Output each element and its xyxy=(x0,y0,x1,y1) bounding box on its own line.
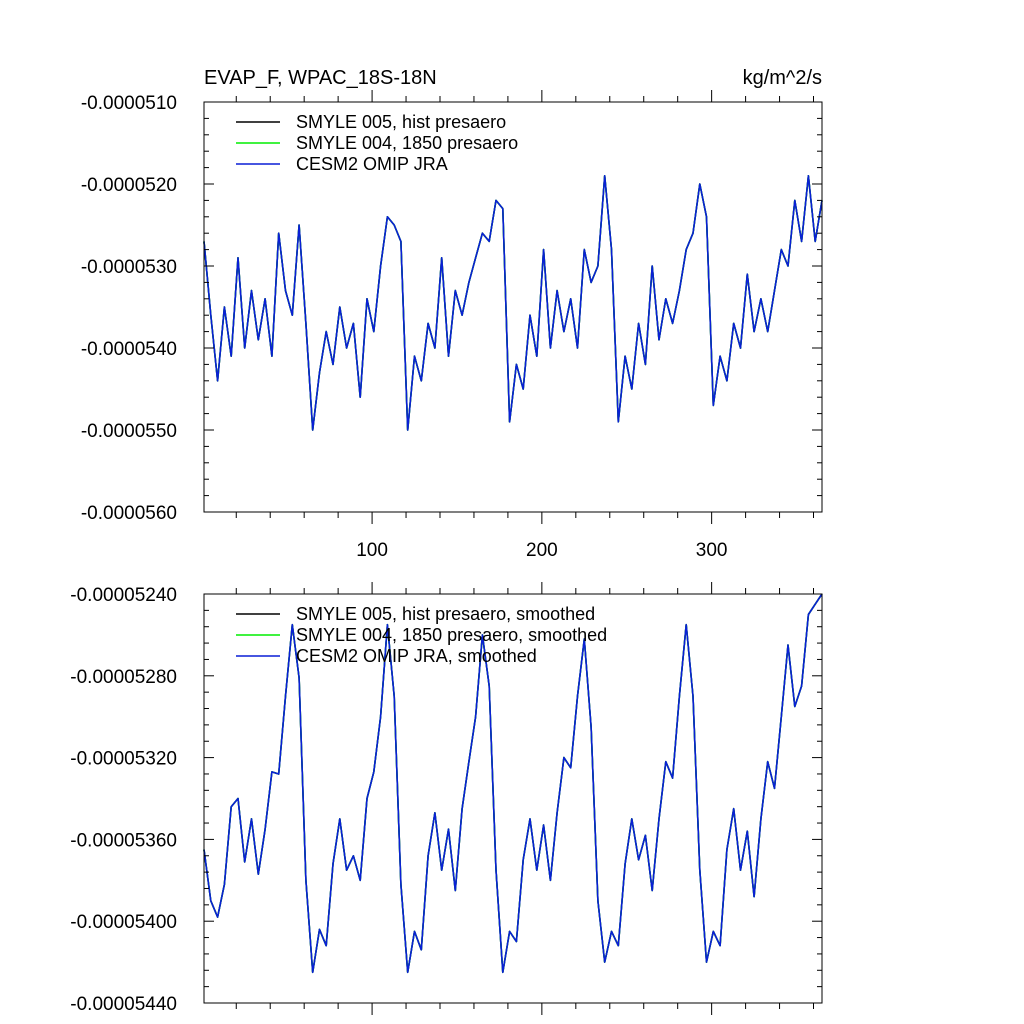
evap-raw-chart: -0.0000510 -0.0000520 -0.0000530 -0.0000540… xyxy=(81,90,823,561)
y-tick-label: -0.00005280 xyxy=(70,667,177,688)
x-tick-label: 300 xyxy=(696,540,728,561)
legend-label: CESM2 OMIP JRA xyxy=(296,154,448,174)
y-tick-label: -0.0000510 xyxy=(81,93,177,114)
legend-label: CESM2 OMIP JRA, smoothed xyxy=(296,646,537,666)
legend-label: SMYLE 005, hist presaero, smoothed xyxy=(296,604,595,624)
series-line-3 xyxy=(203,175,823,431)
evap-smoothed-chart: -0.00005240 -0.00005280 -0.00005320 -0.0000… xyxy=(70,582,823,1015)
legend-label: SMYLE 004, 1850 presaero, smoothed xyxy=(296,625,607,645)
y-tick-label: -0.0000560 xyxy=(81,503,177,524)
y-tick-label: -0.00005320 xyxy=(70,749,177,770)
y-tick-label: -0.0000540 xyxy=(81,339,177,360)
legend-label: SMYLE 005, hist presaero xyxy=(296,112,506,132)
y-tick-label: -0.00005360 xyxy=(70,830,177,851)
y-tick-label: -0.0000550 xyxy=(81,421,177,442)
y-tick-label: -0.00005440 xyxy=(70,994,177,1015)
x-tick-label: 200 xyxy=(526,540,558,561)
plot-frame xyxy=(203,593,823,1004)
y-tick-label: -0.0000530 xyxy=(81,257,177,278)
top-chart-units: kg/m^2/s xyxy=(743,67,822,89)
series-line-3 xyxy=(203,593,823,974)
plot-frame xyxy=(203,101,823,513)
y-tick-label: -0.00005240 xyxy=(70,585,177,606)
x-tick-label: 100 xyxy=(356,540,388,561)
y-tick-label: -0.0000520 xyxy=(81,175,177,196)
top-chart-title: EVAP_F, WPAC_18S-18N xyxy=(204,67,437,89)
y-tick-label: -0.00005400 xyxy=(70,912,177,933)
legend-label: SMYLE 004, 1850 presaero xyxy=(296,133,518,153)
